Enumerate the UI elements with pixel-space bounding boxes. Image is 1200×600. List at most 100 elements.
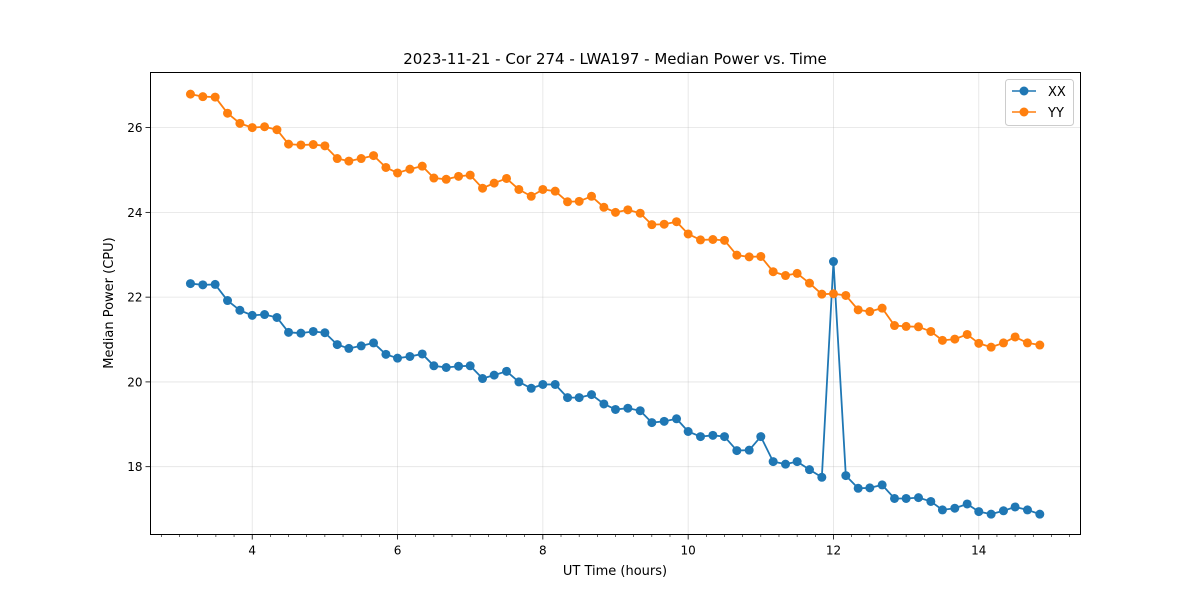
data-point-yy: [502, 173, 512, 183]
chart-title: 2023-11-21 - Cor 274 - LWA197 - Median P…: [403, 50, 827, 68]
data-point-yy: [611, 207, 620, 217]
x-tick-label: 8: [539, 544, 547, 558]
data-point-xx: [732, 446, 742, 456]
data-point-xx: [974, 507, 984, 517]
data-point-xx: [599, 399, 609, 409]
data-point-yy: [272, 125, 282, 135]
data-point-xx: [344, 343, 354, 353]
data-point-yy: [587, 191, 597, 201]
y-tick-label: 20: [127, 375, 142, 389]
data-point-yy: [514, 184, 524, 194]
data-point-yy: [441, 174, 451, 184]
data-point-xx: [937, 505, 947, 515]
data-point-yy: [454, 171, 464, 181]
data-point-yy: [901, 321, 911, 331]
data-point-yy: [696, 235, 706, 245]
data-point-yy: [599, 202, 609, 212]
data-point-xx: [817, 472, 827, 482]
legend-marker-xx: [1019, 86, 1029, 96]
data-point-yy: [744, 252, 754, 262]
data-point-xx: [417, 349, 427, 359]
data-point-yy: [719, 235, 729, 245]
data-point-yy: [828, 289, 838, 299]
data-point-yy: [284, 139, 294, 149]
data-point-xx: [563, 393, 573, 403]
data-point-yy: [465, 170, 475, 180]
data-point-xx: [247, 310, 257, 320]
data-point-xx: [998, 506, 1008, 516]
data-point-xx: [441, 363, 451, 372]
data-point-xx: [574, 393, 584, 403]
data-point-xx: [623, 403, 633, 413]
x-tick-label: 6: [394, 544, 402, 558]
data-point-yy: [1035, 340, 1045, 350]
data-point-xx: [877, 480, 887, 490]
data-point-yy: [841, 290, 851, 300]
legend-label-yy: YY: [1047, 106, 1064, 121]
series-yy: [185, 89, 1045, 352]
data-point-yy: [659, 219, 669, 229]
data-point-yy: [369, 151, 379, 161]
data-point-xx: [950, 503, 960, 513]
data-point-xx: [792, 457, 802, 467]
data-point-yy: [974, 338, 984, 348]
data-point-yy: [732, 250, 742, 260]
data-point-yy: [478, 183, 488, 193]
data-point-xx: [962, 499, 972, 509]
data-point-xx: [635, 406, 645, 416]
data-point-yy: [332, 154, 342, 164]
data-point-xx: [538, 379, 548, 389]
data-point-xx: [853, 483, 863, 493]
x-axis-label: UT Time (hours): [563, 564, 667, 579]
x-tick-label: 4: [248, 544, 256, 558]
data-point-xx: [683, 427, 693, 436]
data-point-yy: [429, 173, 439, 183]
y-tick-label: 18: [127, 460, 142, 474]
series-xx: [185, 257, 1045, 519]
data-point-xx: [550, 379, 560, 389]
data-point-xx: [865, 483, 875, 493]
series-group: [185, 89, 1045, 519]
data-point-yy: [574, 196, 584, 206]
x-tick-label: 10: [681, 544, 696, 558]
data-point-xx: [185, 279, 195, 289]
data-point-xx: [356, 341, 366, 351]
data-point-xx: [587, 390, 597, 400]
data-point-yy: [296, 140, 306, 150]
data-point-yy: [853, 305, 863, 315]
legend: XX YY: [1005, 79, 1074, 126]
data-point-yy: [223, 108, 233, 118]
data-point-yy: [260, 122, 270, 132]
data-point-yy: [950, 334, 960, 344]
data-point-yy: [877, 303, 887, 313]
data-point-yy: [937, 335, 947, 345]
data-point-yy: [393, 168, 403, 178]
data-point-yy: [756, 251, 766, 261]
data-point-xx: [768, 457, 778, 467]
y-axis-label: Median Power (CPU): [102, 237, 117, 368]
data-point-yy: [998, 338, 1008, 348]
data-point-xx: [913, 493, 923, 503]
data-point-yy: [623, 205, 633, 215]
data-point-xx: [272, 312, 282, 322]
data-point-xx: [611, 404, 620, 414]
data-point-xx: [1022, 505, 1032, 515]
data-point-yy: [804, 278, 814, 288]
data-point-yy: [792, 268, 802, 278]
data-point-yy: [1022, 338, 1032, 348]
data-point-xx: [841, 471, 851, 481]
data-point-yy: [320, 141, 330, 151]
data-point-yy: [405, 164, 415, 174]
data-point-yy: [817, 289, 827, 299]
legend-label-xx: XX: [1048, 85, 1066, 100]
data-point-xx: [332, 340, 342, 350]
data-point-yy: [913, 322, 923, 332]
data-point-xx: [828, 257, 838, 267]
data-point-yy: [1010, 332, 1020, 342]
data-point-xx: [672, 414, 682, 424]
data-point-xx: [659, 416, 669, 426]
data-point-xx: [756, 432, 766, 442]
data-point-xx: [781, 459, 791, 469]
data-point-xx: [260, 310, 270, 320]
data-point-xx: [465, 361, 475, 371]
